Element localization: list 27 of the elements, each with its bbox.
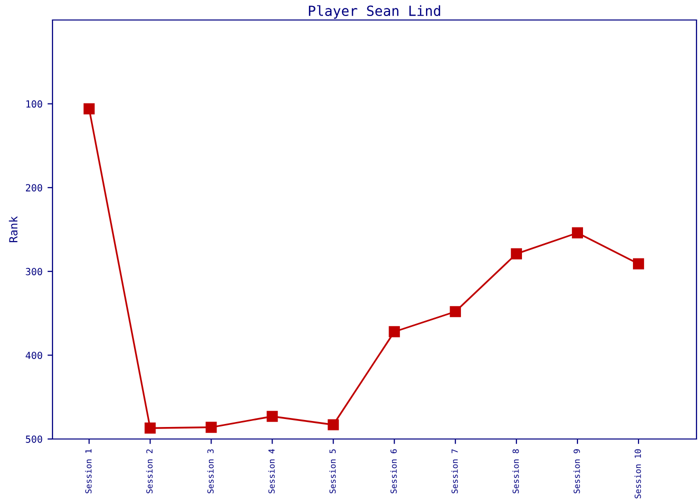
y-tick-label: 500: [26, 436, 42, 443]
x-tick-label: Session 9: [573, 449, 580, 494]
point: [510, 248, 522, 260]
x-tick-label: Session 8: [512, 449, 519, 494]
y-tick-label: 200: [26, 184, 42, 192]
x-tick-label: Session 10: [634, 449, 641, 498]
x-tick-label: Session 6: [390, 449, 397, 494]
y-tick-label: 100: [26, 100, 42, 108]
point: [388, 326, 400, 338]
point: [206, 422, 217, 433]
y-tick-label: 400: [26, 352, 42, 360]
chart-title: Player Sean Lind: [308, 5, 440, 19]
point: [266, 410, 278, 422]
x-tick-label: Session 4: [268, 449, 275, 494]
y-axis-title: Rank: [8, 216, 18, 242]
x-tick-label: Session 7: [451, 449, 458, 494]
point: [572, 227, 584, 238]
point: [144, 422, 156, 434]
y-tick-label: 300: [26, 268, 42, 276]
point: [84, 103, 95, 114]
point: [328, 419, 339, 430]
x-tick-label: Session 2: [146, 449, 153, 494]
point: [632, 258, 644, 270]
x-tick-label: Session 3: [207, 449, 214, 494]
x-tick-label: Session 5: [329, 449, 336, 494]
x-tick-label: Session 1: [85, 449, 92, 494]
point: [450, 306, 461, 318]
